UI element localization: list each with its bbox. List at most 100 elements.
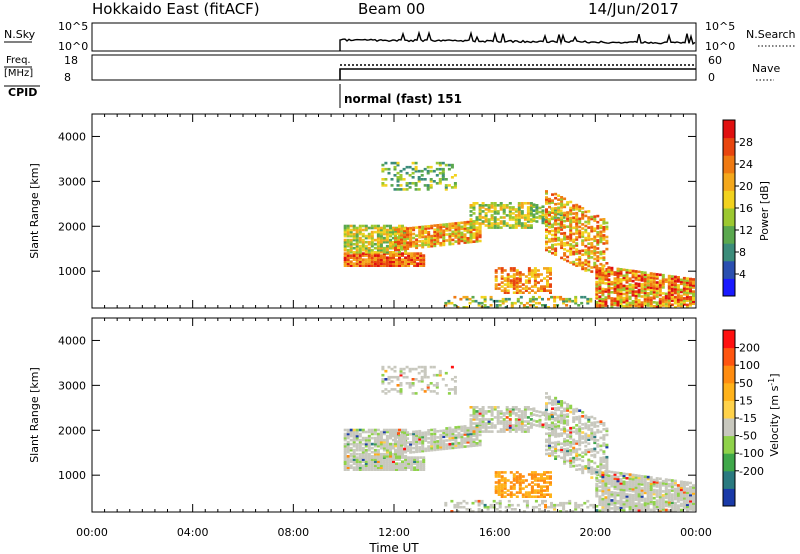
power-cell	[414, 182, 418, 185]
power-cell	[584, 230, 588, 234]
velocity-cell	[370, 468, 374, 471]
power-cell	[554, 219, 558, 222]
velocity-cell	[447, 392, 451, 395]
power-cell	[566, 255, 570, 259]
power-cell	[358, 240, 362, 244]
velocity-cell	[536, 489, 540, 492]
velocity-cell	[444, 501, 448, 505]
velocity-cell	[355, 456, 359, 459]
velocity-cell	[413, 468, 417, 471]
velocity-cell	[355, 464, 359, 467]
velocity-cell	[543, 479, 546, 482]
power-cell	[493, 212, 497, 215]
power-cell	[649, 292, 653, 296]
velocity-cell	[643, 487, 647, 491]
velocity-cell	[415, 442, 419, 445]
power-cell	[583, 295, 587, 299]
power-cell	[531, 297, 535, 301]
velocity-cell	[520, 414, 524, 417]
power-cell	[520, 216, 524, 219]
velocity-cell	[563, 401, 567, 405]
power-cell	[364, 262, 368, 265]
power-cell	[421, 239, 425, 243]
power-cell	[596, 247, 600, 250]
power-cell	[500, 271, 504, 274]
power-cell	[584, 269, 588, 272]
power-cell	[415, 242, 419, 245]
power-cell	[376, 240, 380, 244]
power-cell	[616, 271, 620, 275]
power-cell	[568, 297, 572, 301]
power-cell	[403, 247, 407, 251]
velocity-cell	[541, 411, 545, 414]
velocity-cell	[481, 414, 485, 417]
velocity-cell	[349, 434, 353, 438]
velocity-cell	[465, 508, 469, 511]
velocity-cell	[557, 440, 561, 444]
nsky-tick-bottom: 10^0	[58, 40, 88, 53]
velocity-cell	[427, 437, 431, 440]
power-cell	[643, 277, 647, 281]
velocity-cell	[364, 466, 368, 469]
velocity-cell	[563, 431, 567, 435]
velocity-cell	[619, 506, 623, 509]
power-cell	[496, 212, 500, 215]
velocity-cell	[400, 448, 403, 451]
power-cell	[478, 206, 482, 209]
power-cell	[546, 275, 549, 278]
velocity-cell	[385, 452, 389, 456]
power-cell	[546, 285, 549, 288]
velocity-cell	[349, 464, 353, 467]
velocity-cell	[511, 424, 515, 427]
power-cell	[572, 220, 576, 223]
velocity-cell	[392, 460, 395, 463]
power-cell	[601, 281, 605, 285]
velocity-cell	[447, 388, 451, 391]
velocity-cell	[652, 507, 656, 510]
power-cell	[640, 283, 644, 286]
velocity-cell	[549, 477, 552, 480]
velocity-cell	[466, 430, 470, 434]
velocity-cell	[619, 502, 623, 505]
velocity-cell	[578, 457, 582, 461]
power-cell	[389, 234, 392, 238]
velocity-cell	[523, 420, 527, 423]
power-cell	[526, 220, 530, 223]
velocity-cell	[397, 448, 400, 451]
velocity-cell	[601, 507, 605, 511]
velocity-cell	[427, 449, 431, 452]
power-cell	[429, 165, 433, 169]
velocity-cell	[655, 489, 659, 492]
velocity-cell	[390, 367, 394, 371]
power-cell	[392, 256, 395, 259]
power-cell	[441, 174, 445, 177]
power-cell	[402, 188, 406, 191]
velocity-cell	[382, 438, 386, 442]
velocity-cell	[527, 473, 531, 476]
velocity-cell	[382, 466, 386, 469]
power-cell	[575, 203, 579, 207]
velocity-cell	[667, 488, 671, 492]
power-cell	[504, 299, 508, 303]
power-cell	[346, 262, 350, 265]
velocity-cell	[415, 432, 419, 435]
power-cell	[572, 240, 576, 244]
velocity-cell	[407, 464, 411, 467]
power-cell	[436, 238, 440, 241]
power-cell	[429, 180, 433, 183]
power-cell	[581, 267, 585, 271]
velocity-cell	[637, 474, 641, 478]
power-cell	[478, 216, 482, 219]
velocity-cell	[352, 442, 356, 446]
power-cell	[661, 296, 665, 299]
power-cell	[472, 240, 476, 243]
power-cell	[646, 302, 650, 305]
power-cell	[358, 258, 362, 261]
power-cell	[562, 299, 566, 303]
velocity-cell	[480, 499, 484, 503]
velocity-cell	[598, 485, 602, 488]
velocity-cell	[625, 493, 629, 496]
power-cell	[535, 206, 539, 209]
velocity-cell	[658, 493, 662, 497]
velocity-cell	[385, 464, 389, 467]
